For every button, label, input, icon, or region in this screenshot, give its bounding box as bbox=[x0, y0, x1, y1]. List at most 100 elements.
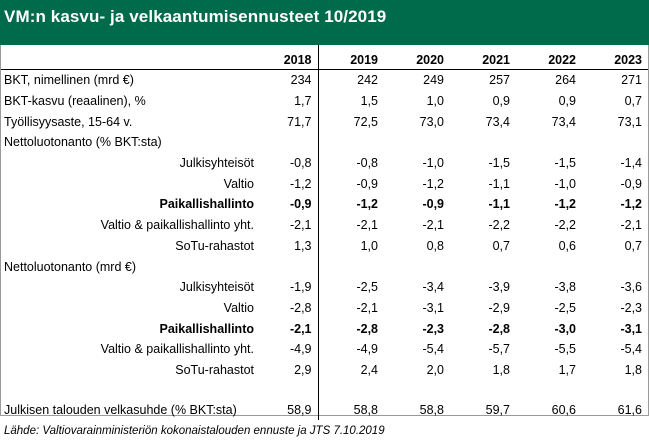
cell-value: 0,7 bbox=[624, 238, 642, 253]
forecast-table: 2018 2019 2020 2021 2022 2023 BKT, nimel… bbox=[1, 45, 648, 420]
row-label-central-and-local-total: Valtio & paikallishallinto yht. bbox=[100, 342, 254, 357]
cell-value: -2,1 bbox=[317, 214, 384, 236]
cell-value: -2,8 bbox=[317, 318, 384, 339]
cell-value: -2,1 bbox=[289, 321, 312, 336]
cell-value: 73,4 bbox=[551, 114, 576, 129]
cell-value: -3,1 bbox=[422, 300, 444, 315]
year-header-row: 2018 2019 2020 2021 2022 2023 bbox=[1, 45, 648, 70]
cell-value: -5,7 bbox=[488, 342, 510, 357]
cell-value: 71,7 bbox=[287, 114, 312, 129]
cell-value: -5,5 bbox=[554, 342, 576, 357]
cell-value: -1,1 bbox=[488, 176, 510, 191]
cell-value: 0,6 bbox=[558, 238, 576, 253]
cell-value: -2,3 bbox=[620, 300, 642, 315]
cell-value: -5,4 bbox=[422, 342, 444, 357]
cell-value: 1,0 bbox=[426, 94, 444, 109]
row-label-general-government: Julkisyhteisöt bbox=[179, 280, 254, 295]
table-row: BKT, nimellinen (mrd €) 234 242 249 257 … bbox=[1, 69, 648, 91]
header-label-cell bbox=[1, 45, 262, 70]
cell-value: -2,8 bbox=[289, 300, 312, 315]
cell-value: -2,8 bbox=[488, 321, 510, 336]
cell-value: 1,0 bbox=[317, 235, 384, 257]
row-label-debt-ratio: Julkisen talouden velkasuhde (% BKT:sta) bbox=[4, 402, 237, 417]
cell-value: -2,5 bbox=[554, 300, 576, 315]
table-row: Valtio & paikallishallinto yht. -2,1 -2,… bbox=[1, 214, 648, 236]
cell-value: -1,2 bbox=[289, 176, 312, 191]
cell-value: 1,7 bbox=[558, 362, 576, 377]
table-row: Työllisyysaste, 15-64 v. 71,7 72,5 73,0 … bbox=[1, 111, 648, 133]
cell-value: -2,2 bbox=[488, 218, 510, 233]
cell-value: 60,6 bbox=[551, 402, 576, 417]
row-label-local-government: Paikallishallinto bbox=[159, 197, 254, 212]
cell-value: -0,9 bbox=[317, 173, 384, 195]
cell-value: -1,0 bbox=[422, 156, 444, 171]
cell-value: 234 bbox=[290, 73, 312, 88]
cell-value: -2,5 bbox=[317, 276, 384, 298]
table-row: SoTu-rahastot 2,9 2,4 2,0 1,8 1,7 1,8 bbox=[1, 359, 648, 381]
cell-value: 271 bbox=[621, 73, 642, 88]
cell-value: -1,2 bbox=[422, 176, 444, 191]
cell-value: -1,4 bbox=[620, 156, 642, 171]
cell-value: -1,9 bbox=[289, 280, 312, 295]
row-label-social-security-funds: SoTu-rahastot bbox=[175, 362, 254, 377]
cell-value: -1,0 bbox=[554, 176, 576, 191]
cell-value: -2,1 bbox=[620, 218, 642, 233]
cell-value: 72,5 bbox=[317, 111, 384, 133]
table-row: Paikallishallinto -2,1 -2,8 -2,3 -2,8 -3… bbox=[1, 318, 648, 339]
cell-value: -0,9 bbox=[620, 176, 642, 191]
cell-value: 1,7 bbox=[294, 94, 312, 109]
row-label-employment-rate: Työllisyysaste, 15-64 v. bbox=[4, 114, 133, 129]
cell-value: 0,9 bbox=[492, 94, 510, 109]
cell-value: 1,8 bbox=[492, 362, 510, 377]
table-row: SoTu-rahastot 1,3 1,0 0,8 0,7 0,6 0,7 bbox=[1, 235, 648, 257]
spacer-row bbox=[1, 380, 648, 400]
cell-value: 0,9 bbox=[558, 94, 576, 109]
cell-value: -3,1 bbox=[620, 321, 642, 336]
cell-value: 0,8 bbox=[426, 238, 444, 253]
row-label-central-government: Valtio bbox=[223, 176, 254, 191]
year-header-2019: 2019 bbox=[317, 45, 384, 70]
cell-value: 0,7 bbox=[492, 238, 510, 253]
cell-value: 2,4 bbox=[317, 359, 384, 381]
section-label-net-lending-billion: Nettoluotonanto (mrd €) bbox=[4, 259, 137, 274]
year-header-2020: 2020 bbox=[384, 45, 450, 70]
cell-value: -2,3 bbox=[422, 321, 444, 336]
cell-value: 1,3 bbox=[294, 238, 312, 253]
cell-value: -1,1 bbox=[488, 197, 510, 212]
cell-value: -3,6 bbox=[620, 280, 642, 295]
cell-value: -0,8 bbox=[317, 152, 384, 174]
cell-value: 58,8 bbox=[317, 399, 384, 420]
year-header-2018: 2018 bbox=[262, 45, 318, 70]
section-header-row: Nettoluotonanto (% BKT:sta) bbox=[1, 132, 648, 153]
cell-value: -3,9 bbox=[488, 280, 510, 295]
year-header-2023: 2023 bbox=[582, 45, 648, 70]
table-row: Julkisyhteisöt -1,9 -2,5 -3,4 -3,9 -3,8 … bbox=[1, 276, 648, 298]
row-label-gdp-nominal: BKT, nimellinen (mrd €) bbox=[4, 73, 134, 88]
cell-value: -1,5 bbox=[488, 156, 510, 171]
cell-value: 1,8 bbox=[624, 362, 642, 377]
year-header-2021: 2021 bbox=[450, 45, 516, 70]
row-label-gdp-growth: BKT-kasvu (reaalinen), % bbox=[4, 94, 146, 109]
row-label-central-and-local-total: Valtio & paikallishallinto yht. bbox=[100, 218, 254, 233]
cell-value: 73,0 bbox=[419, 114, 444, 129]
row-label-central-government: Valtio bbox=[223, 300, 254, 315]
cell-value: -3,4 bbox=[422, 280, 444, 295]
cell-value: -5,4 bbox=[620, 342, 642, 357]
table-row: Valtio -2,8 -2,1 -3,1 -2,9 -2,5 -2,3 bbox=[1, 297, 648, 319]
cell-value: 0,7 bbox=[624, 94, 642, 109]
row-label-general-government: Julkisyhteisöt bbox=[179, 156, 254, 171]
table-row: Julkisyhteisöt -0,8 -0,8 -1,0 -1,5 -1,5 … bbox=[1, 152, 648, 174]
cell-value: 58,8 bbox=[419, 402, 444, 417]
cell-value: 2,0 bbox=[426, 362, 444, 377]
table-row: Julkisen talouden velkasuhde (% BKT:sta)… bbox=[1, 399, 648, 420]
cell-value: -2,1 bbox=[289, 218, 312, 233]
cell-value: 242 bbox=[317, 69, 384, 91]
cell-value: -0,8 bbox=[289, 156, 312, 171]
cell-value: -1,2 bbox=[554, 197, 576, 212]
table-row: Valtio & paikallishallinto yht. -4,9 -4,… bbox=[1, 338, 648, 360]
cell-value: -4,9 bbox=[289, 342, 312, 357]
cell-value: -2,2 bbox=[554, 218, 576, 233]
cell-value: 58,9 bbox=[287, 402, 312, 417]
year-header-2022: 2022 bbox=[516, 45, 582, 70]
cell-value: 73,1 bbox=[617, 114, 642, 129]
